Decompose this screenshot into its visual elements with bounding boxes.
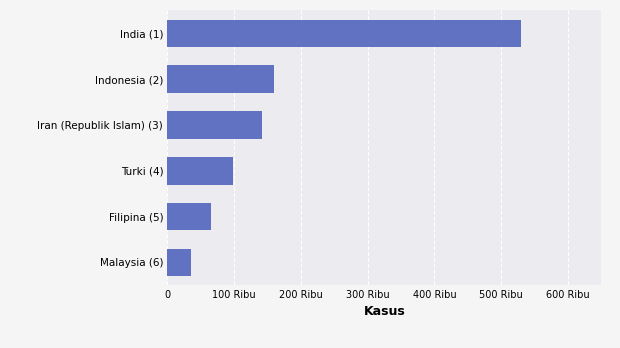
Bar bbox=[167, 111, 262, 139]
Bar bbox=[167, 65, 274, 93]
X-axis label: Kasus: Kasus bbox=[363, 305, 405, 318]
Bar bbox=[167, 157, 233, 184]
Bar bbox=[167, 19, 521, 47]
Bar bbox=[167, 249, 192, 276]
Bar bbox=[167, 203, 211, 230]
